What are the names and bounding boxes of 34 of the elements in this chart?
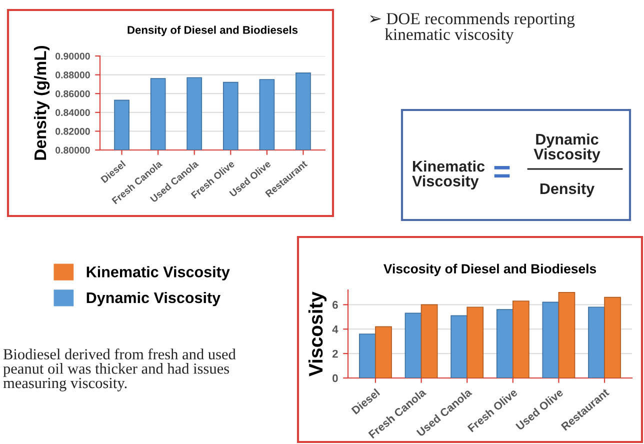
- y-tick-label: 4: [332, 325, 338, 334]
- bar: [588, 306, 605, 378]
- bar: [542, 302, 560, 378]
- y-axis-title: Density (g/mL): [34, 46, 50, 160]
- text: Biodiesel derived from fresh and used peanut oil was thicker and had issues measuring viscosity.: [3, 348, 236, 392]
- bar: [558, 292, 576, 378]
- y-tick-label: 6: [332, 300, 338, 309]
- bar: [604, 296, 621, 378]
- legend-label: Dynamic Viscosity: [86, 292, 220, 306]
- y-tick-label: 2: [332, 350, 338, 358]
- bar: [404, 312, 422, 378]
- y-tick-label: 0: [332, 374, 338, 382]
- y-tick-label: 0.80000: [56, 146, 90, 154]
- y-tick-label: 0.86000: [56, 90, 90, 98]
- bar: [375, 326, 392, 378]
- y-tick-label: 0.82000: [56, 128, 90, 135]
- y-axis-title: Viscosity: [308, 292, 327, 376]
- text: ➢ DOE recommends reporting kinematic viscosity: [370, 12, 575, 44]
- text: Kinematic Viscosity: [412, 160, 485, 190]
- bar: [512, 300, 530, 378]
- legend-label: Kinematic Viscosity: [86, 266, 230, 280]
- y-tick-label: 0.88000: [56, 72, 90, 78]
- bar: [450, 315, 468, 378]
- chart-title: Density of Diesel and Biodiesels: [128, 26, 298, 36]
- text: =: [494, 166, 510, 178]
- y-tick-label: 0.84000: [56, 109, 90, 116]
- bar: [359, 334, 376, 378]
- bar: [466, 306, 484, 378]
- bar: [496, 309, 514, 378]
- text: Density: [540, 182, 595, 198]
- chart-title: Viscosity of Diesel and Biodiesels: [384, 264, 596, 276]
- bar: [420, 304, 438, 378]
- text: Dynamic Viscosity: [534, 133, 600, 163]
- y-tick-label: 0.90000: [56, 52, 90, 60]
